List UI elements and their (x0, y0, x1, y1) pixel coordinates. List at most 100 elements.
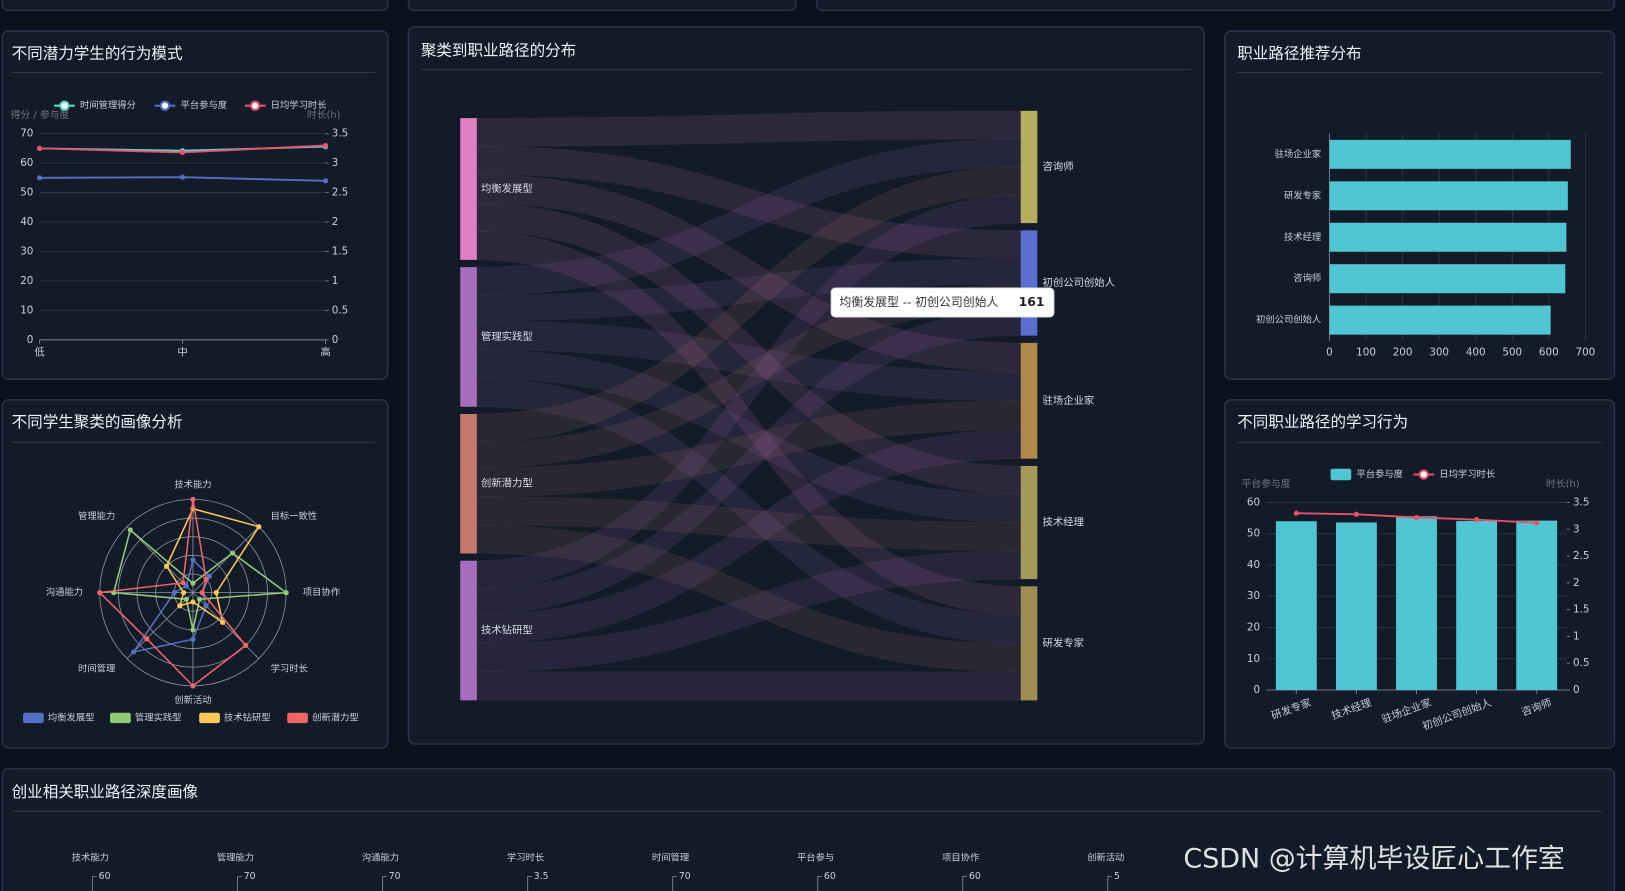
panel (1, 0, 389, 12)
bar (1329, 264, 1566, 294)
radar-point (171, 590, 177, 596)
x-tick-label: 500 (1502, 346, 1522, 358)
x-tick-label: 中 (177, 345, 187, 358)
y2-tick-label: 2.5 (332, 187, 348, 199)
y-tick-label: 30 (20, 245, 33, 257)
radar-point (190, 557, 196, 563)
sankey-node-label: 驻场企业家 (1043, 394, 1095, 407)
sankey-node (1020, 230, 1038, 336)
y-tick-label: 50 (20, 187, 33, 199)
radar-point (183, 596, 189, 602)
radar-point (190, 599, 196, 605)
bar (1396, 516, 1437, 691)
legend-label: 平台参与度 (1356, 468, 1403, 480)
axis-max-label: 60 (969, 871, 981, 882)
legend-label: 创新潜力型 (312, 711, 359, 723)
legend-swatch (287, 712, 308, 724)
radar-point (190, 496, 196, 502)
legend-label: 管理实践型 (135, 711, 182, 723)
y-tick-label: 驻场企业家 (1275, 148, 1322, 160)
axis-name: 技术能力 (72, 851, 109, 863)
radar-point (190, 580, 196, 586)
radar-spoke (192, 592, 260, 659)
y2-tick-label: 1 (1573, 630, 1580, 642)
y-tick-label: 研发专家 (1284, 189, 1321, 201)
bar (1456, 520, 1498, 691)
y-axis-name: 平台参与度 (1241, 477, 1290, 490)
point (1353, 511, 1360, 517)
axis-name: 时间管理 (652, 851, 689, 863)
y-tick-label: 40 (20, 216, 33, 228)
legend-swatch (1330, 468, 1352, 481)
legend-swatch (1418, 469, 1429, 480)
radar-point (213, 590, 219, 596)
y-tick-label: 60 (1247, 496, 1260, 508)
axis-name: 创新活动 (1087, 851, 1124, 863)
axis-name: 平台参与 (797, 851, 834, 863)
y2-tick-label: 3.5 (332, 128, 348, 140)
y-tick-label: 20 (20, 275, 33, 287)
radar-point (206, 573, 213, 579)
radar-point (203, 576, 209, 583)
radar-indicator: 目标一致性 (271, 510, 318, 522)
axis-max-label: 70 (244, 871, 256, 882)
radar-point (243, 642, 249, 648)
radar-point (220, 619, 226, 625)
y2-tick-label: 3.5 (1573, 496, 1589, 508)
axis-max-label: 70 (679, 871, 691, 882)
radar-point (144, 636, 150, 642)
y2-tick-label: 2 (332, 216, 339, 228)
y2-tick-label: 1.5 (1573, 604, 1589, 616)
sankey-node-label: 创新潜力型 (481, 477, 533, 490)
y2-axis-name: 时长(h) (1546, 478, 1580, 490)
legend-swatch (199, 712, 220, 724)
radar-point (196, 596, 203, 602)
y-tick-label: 咨询师 (1293, 272, 1321, 284)
panel (1, 767, 1616, 891)
y2-tick-label: 1.5 (332, 245, 348, 257)
y2-tick-label: 3 (332, 157, 339, 169)
y-tick-label: 10 (1247, 653, 1260, 665)
y2-axis-name: 时长(h) (307, 109, 341, 121)
y2-tick-label: 0 (1573, 684, 1580, 696)
radar-point (183, 583, 189, 589)
x-tick-label: 100 (1356, 346, 1376, 358)
point (37, 145, 43, 151)
y-tick-label: 技术经理 (1284, 231, 1321, 243)
radar-point (190, 636, 196, 642)
bar (1329, 305, 1551, 335)
y2-tick-label: 2 (1573, 577, 1580, 589)
x-tick-label: 400 (1466, 346, 1486, 358)
axis-name: 管理能力 (217, 851, 254, 863)
sankey-node-label: 技术钻研型 (481, 624, 533, 637)
point (322, 142, 329, 149)
axis-max-label: 60 (824, 871, 836, 882)
radar-point (199, 590, 205, 596)
axis-name: 沟通能力 (362, 851, 399, 863)
legend-swatch (59, 100, 70, 111)
radar-indicator: 时间管理 (78, 662, 115, 674)
radar-point (229, 550, 236, 556)
sankey-node (1020, 342, 1038, 459)
sankey-link (476, 671, 1022, 701)
axis-max-label: 3.5 (534, 871, 549, 882)
radar-point (190, 627, 196, 633)
point (1474, 517, 1480, 523)
y2-tick-label: 0 (332, 334, 339, 346)
sankey-node-label: 技术经理 (1043, 516, 1085, 529)
radar-point (177, 603, 183, 609)
sankey-node (1020, 586, 1038, 701)
radar-spoke (192, 526, 260, 593)
y-tick-label: 20 (1247, 621, 1260, 633)
y-tick-label: 0 (27, 334, 34, 346)
radar-indicator: 管理能力 (78, 510, 115, 522)
axis-name: 项目协作 (942, 851, 979, 863)
radar-point (256, 524, 262, 530)
y-tick-label: 70 (20, 128, 33, 140)
y2-tick-label: 1 (332, 275, 339, 287)
sankey-node-label: 管理实践型 (481, 330, 533, 343)
point (322, 178, 329, 184)
panel (815, 0, 1616, 12)
sankey-node (460, 560, 477, 701)
